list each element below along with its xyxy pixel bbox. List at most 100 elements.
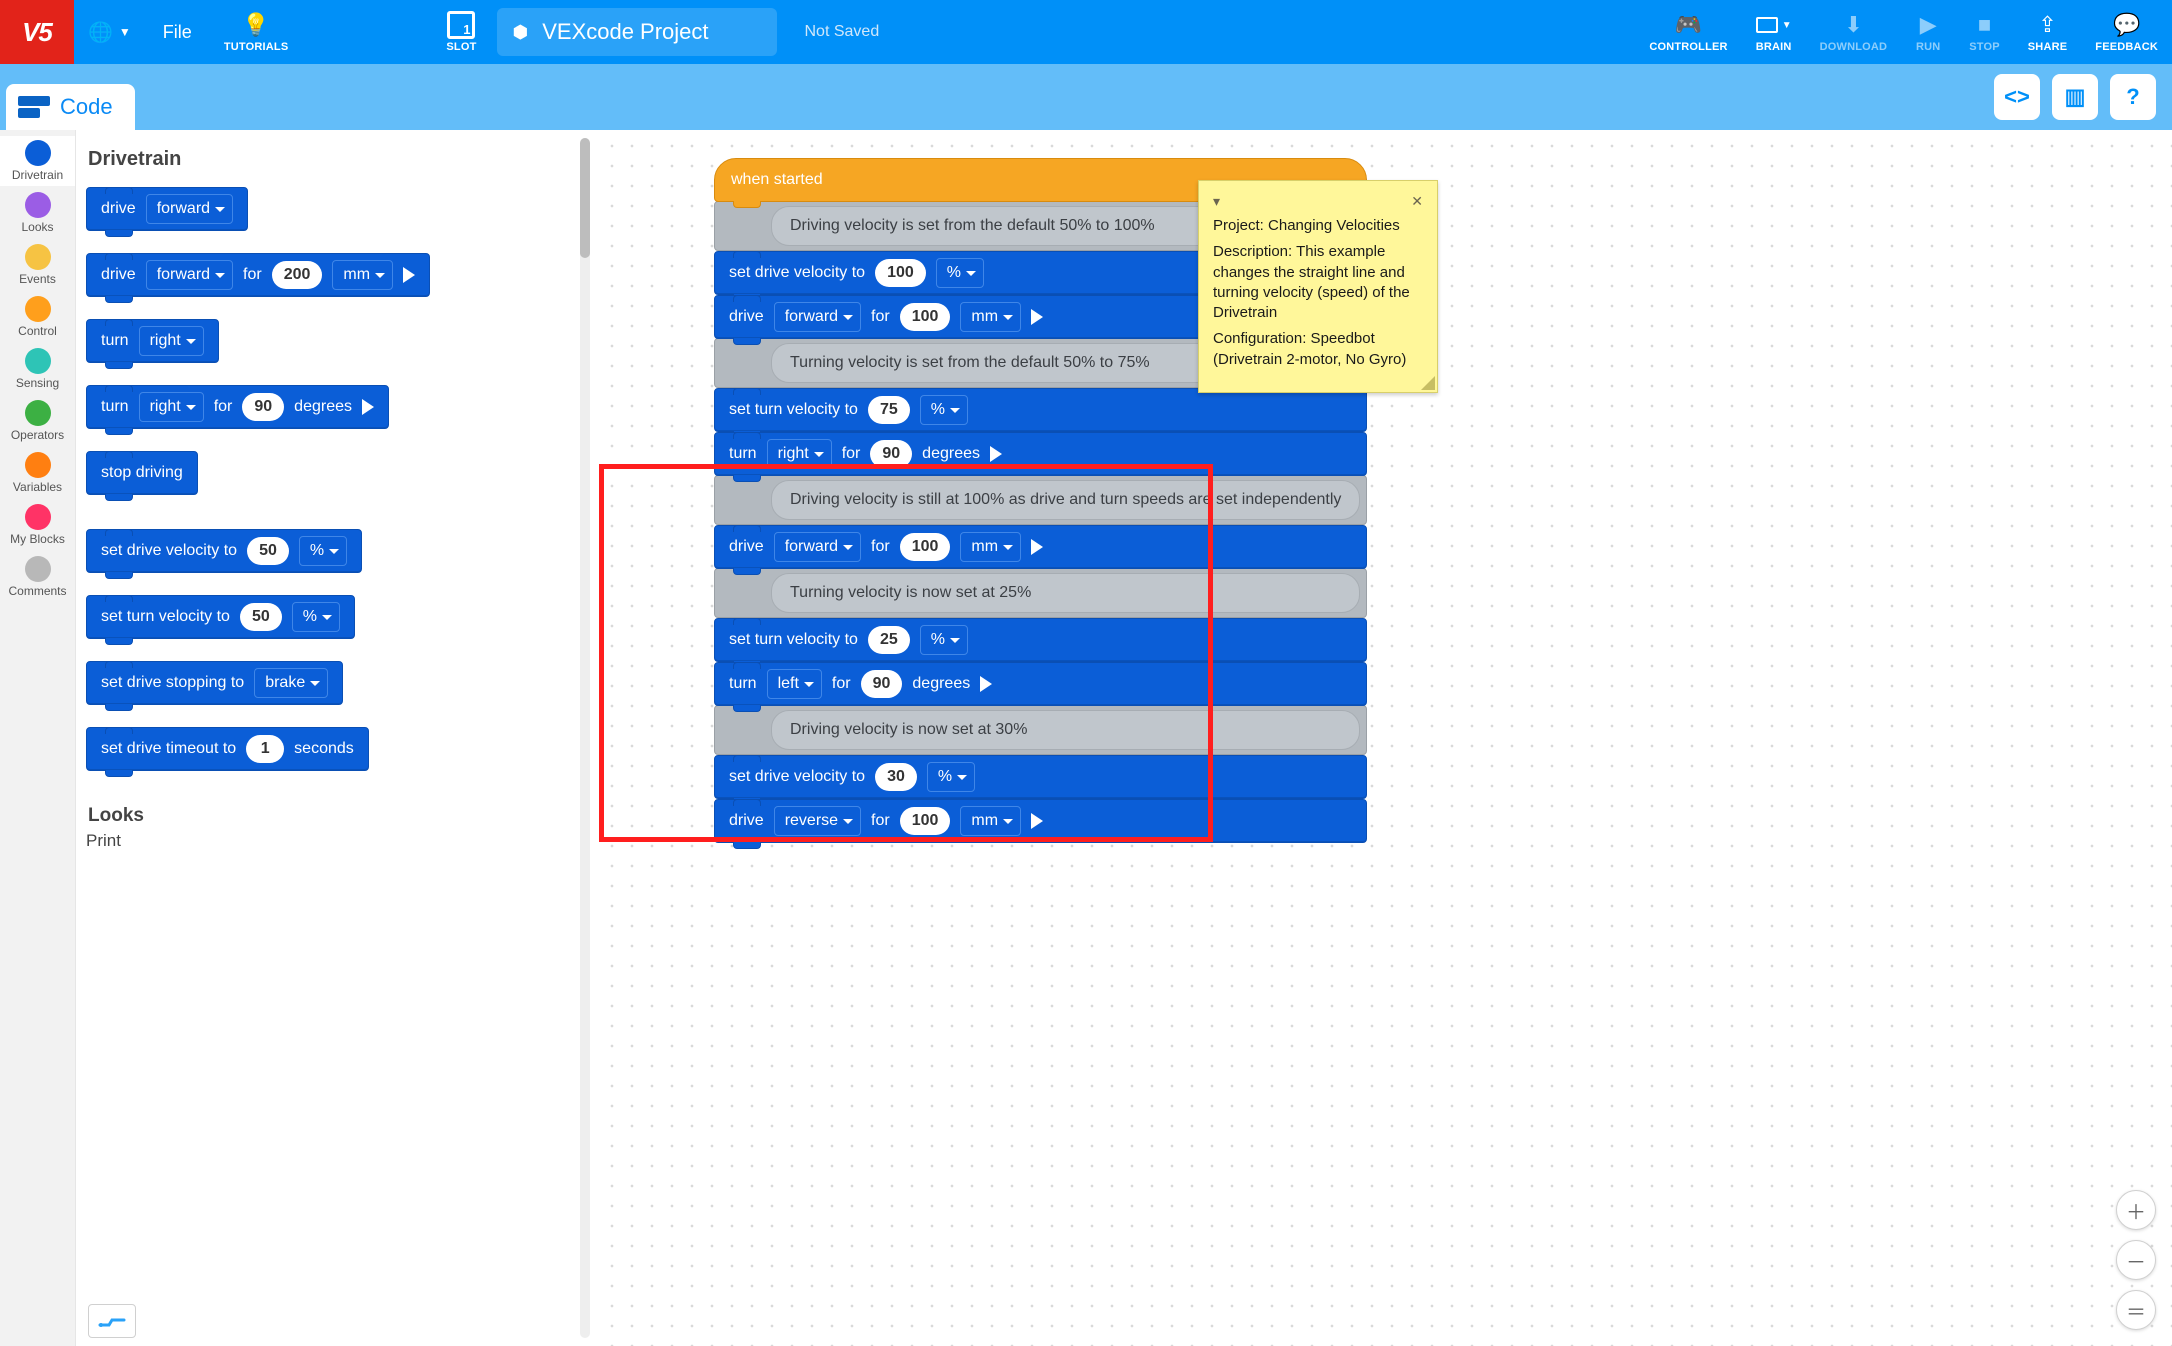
- value-input[interactable]: 100: [900, 303, 951, 331]
- stop-button[interactable]: ■ STOP: [1955, 0, 2014, 64]
- controller-button[interactable]: 🎮 CONTROLLER: [1635, 0, 1741, 64]
- palette-block-stop[interactable]: stop driving: [86, 451, 198, 495]
- note-line: Project: Changing Velocities: [1213, 216, 1423, 236]
- category-looks[interactable]: Looks: [0, 188, 75, 238]
- category-rail: DrivetrainLooksEventsControlSensingOpera…: [0, 130, 76, 1346]
- tutorials-button[interactable]: 💡 TUTORIALS: [210, 0, 303, 64]
- chevron-down-icon[interactable]: ▾: [1213, 193, 1220, 210]
- code-viewer-button[interactable]: <>: [1994, 74, 2040, 120]
- value-input[interactable]: 1: [246, 735, 284, 763]
- palette-block-setdrive[interactable]: set drive velocity to 50 %: [86, 529, 362, 573]
- zoom-out-button[interactable]: －: [2116, 1240, 2156, 1280]
- comment-block[interactable]: Driving velocity is now set at 30%: [714, 705, 1367, 755]
- value-input[interactable]: 90: [242, 393, 284, 421]
- comment-text: Driving velocity is still at 100% as dri…: [771, 480, 1360, 520]
- palette-block-drive[interactable]: drive forward: [86, 187, 248, 231]
- palette-scrollbar-track[interactable]: [580, 138, 590, 1338]
- palette-block-setstopping[interactable]: set drive stopping to brake: [86, 661, 343, 705]
- category-comments[interactable]: Comments: [0, 552, 75, 602]
- comment-note[interactable]: ▾ ✕ Project: Changing Velocities Descrip…: [1198, 180, 1438, 393]
- category-drivetrain[interactable]: Drivetrain: [0, 136, 75, 186]
- file-menu[interactable]: File: [145, 0, 210, 64]
- value-input[interactable]: 100: [875, 259, 926, 287]
- dropdown-forward[interactable]: forward: [774, 302, 861, 332]
- dropdown-pct[interactable]: %: [920, 395, 968, 425]
- brain-label: BRAIN: [1756, 41, 1792, 53]
- dropdown-forward[interactable]: forward: [146, 260, 233, 290]
- dropdown-mm[interactable]: mm: [960, 806, 1021, 836]
- palette-scrollbar-thumb[interactable]: [580, 138, 590, 258]
- category-my-blocks[interactable]: My Blocks: [0, 500, 75, 550]
- block-text: degrees: [912, 675, 970, 693]
- value-input[interactable]: 50: [240, 603, 282, 631]
- value-input[interactable]: 100: [900, 533, 951, 561]
- block-turn-left-90[interactable]: turn left for 90 degrees: [714, 662, 1367, 706]
- value-input[interactable]: 75: [868, 396, 910, 424]
- value-input[interactable]: 90: [870, 440, 912, 468]
- project-name-field[interactable]: ⬢ VEXcode Project: [497, 8, 777, 56]
- dropdown-forward[interactable]: forward: [774, 532, 861, 562]
- stage-canvas[interactable]: when started Driving velocity is set fro…: [596, 130, 2172, 1346]
- comment-block[interactable]: Turning velocity is now set at 25%: [714, 568, 1367, 618]
- backpack-button[interactable]: [88, 1304, 136, 1338]
- palette-block-turn[interactable]: turn right: [86, 319, 219, 363]
- block-set-turn-vel-25[interactable]: set turn velocity to 25 %: [714, 618, 1367, 662]
- slot-button[interactable]: 1 SLOT: [432, 0, 490, 64]
- value-input[interactable]: 200: [272, 261, 323, 289]
- dropdown-right[interactable]: right: [139, 326, 204, 356]
- dropdown-mm[interactable]: mm: [960, 532, 1021, 562]
- value-input[interactable]: 50: [247, 537, 289, 565]
- help-button[interactable]: ?: [2110, 74, 2156, 120]
- devices-button[interactable]: ▥: [2052, 74, 2098, 120]
- block-set-turn-vel-75[interactable]: set turn velocity to 75 %: [714, 388, 1367, 432]
- feedback-button[interactable]: 💬 FEEDBACK: [2081, 0, 2172, 64]
- run-button[interactable]: ▶ RUN: [1901, 0, 1955, 64]
- category-operators[interactable]: Operators: [0, 396, 75, 446]
- value-input[interactable]: 25: [868, 626, 910, 654]
- block-text: drive: [729, 812, 764, 830]
- download-button[interactable]: ⬇ DOWNLOAD: [1806, 0, 1902, 64]
- zoom-in-button[interactable]: ＋: [2116, 1190, 2156, 1230]
- dropdown-reverse[interactable]: reverse: [774, 806, 861, 836]
- palette-block-turn-for[interactable]: turn right for 90 degrees: [86, 385, 389, 429]
- dropdown-brake[interactable]: brake: [254, 668, 328, 698]
- category-control[interactable]: Control: [0, 292, 75, 342]
- share-button[interactable]: ⇪ SHARE: [2014, 0, 2082, 64]
- palette-block-setturn[interactable]: set turn velocity to 50 %: [86, 595, 355, 639]
- dropdown-mm[interactable]: mm: [332, 260, 393, 290]
- dropdown-pct[interactable]: %: [936, 258, 984, 288]
- palette-block-settimeout[interactable]: set drive timeout to 1 seconds: [86, 727, 369, 771]
- block-drive-reverse-100[interactable]: drive reverse for 100 mm: [714, 799, 1367, 843]
- comment-block[interactable]: Driving velocity is still at 100% as dri…: [714, 475, 1367, 525]
- palette-block-drive-for[interactable]: drive forward for 200 mm: [86, 253, 430, 297]
- dropdown-left[interactable]: left: [767, 669, 822, 699]
- dropdown-pct[interactable]: %: [292, 602, 340, 632]
- sub-toolbar: Code <> ▥ ?: [0, 64, 2172, 130]
- close-icon[interactable]: ✕: [1411, 193, 1423, 210]
- dropdown-right[interactable]: right: [767, 439, 832, 469]
- equals-icon: ＝: [2126, 1296, 2146, 1325]
- dropdown-pct[interactable]: %: [920, 625, 968, 655]
- dropdown-forward[interactable]: forward: [146, 194, 233, 224]
- value-input[interactable]: 90: [861, 670, 903, 698]
- block-set-drive-vel-30[interactable]: set drive velocity to 30 %: [714, 755, 1367, 799]
- dropdown-right[interactable]: right: [139, 392, 204, 422]
- category-sensing[interactable]: Sensing: [0, 344, 75, 394]
- block-turn-right-90[interactable]: turn right for 90 degrees: [714, 432, 1367, 476]
- category-variables[interactable]: Variables: [0, 448, 75, 498]
- value-input[interactable]: 30: [875, 763, 917, 791]
- brain-button[interactable]: ▼ BRAIN: [1742, 0, 1806, 64]
- comment-text: Turning velocity is now set at 25%: [771, 573, 1360, 613]
- block-drive-forward-100b[interactable]: drive forward for 100 mm: [714, 525, 1367, 569]
- dropdown-pct[interactable]: %: [299, 536, 347, 566]
- download-icon: ⬇: [1844, 11, 1862, 39]
- value-input[interactable]: 100: [900, 807, 951, 835]
- minus-icon: －: [2126, 1246, 2146, 1275]
- dropdown-mm[interactable]: mm: [960, 302, 1021, 332]
- code-tab[interactable]: Code: [6, 84, 135, 130]
- dropdown-pct[interactable]: %: [927, 762, 975, 792]
- language-button[interactable]: 🌐 ▼: [74, 0, 145, 64]
- block-text: drive: [101, 266, 136, 284]
- zoom-reset-button[interactable]: ＝: [2116, 1290, 2156, 1330]
- category-events[interactable]: Events: [0, 240, 75, 290]
